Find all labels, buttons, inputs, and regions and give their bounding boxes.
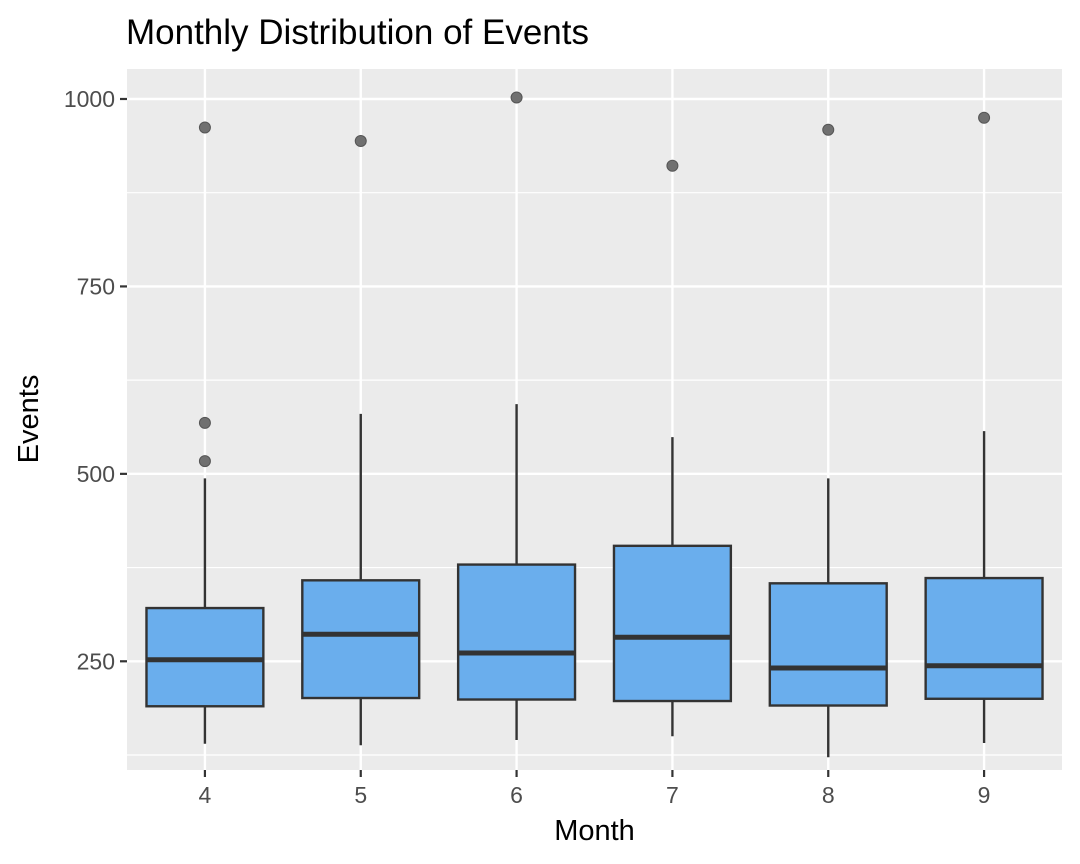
- box-month-4: [145, 121, 265, 744]
- outlier-point: [198, 121, 211, 134]
- x-tick-label: 5: [354, 782, 367, 808]
- box-iqr: [612, 544, 733, 703]
- x-axis-title: Month: [554, 815, 635, 847]
- box-iqr: [456, 563, 577, 701]
- chart-title: Monthly Distribution of Events: [126, 13, 589, 52]
- y-tick-label: 500: [77, 461, 115, 487]
- plot-panel: [127, 69, 1062, 770]
- box-month-6: [456, 91, 577, 741]
- box-month-5: [301, 134, 421, 746]
- y-axis-title: Events: [13, 375, 45, 464]
- boxes-layer: [145, 91, 1044, 758]
- box-month-7: [612, 159, 733, 737]
- y-axis: 250 500 750 1000: [64, 86, 127, 674]
- outlier-point: [198, 416, 211, 429]
- box-iqr: [924, 576, 1044, 700]
- box-month-9: [924, 111, 1044, 744]
- y-tick-label: 750: [77, 273, 115, 299]
- box-month-8: [768, 123, 888, 758]
- outlier-point: [198, 455, 211, 468]
- box-iqr: [145, 606, 265, 708]
- box-iqr: [301, 579, 421, 700]
- x-tick-label: 6: [510, 782, 523, 808]
- grid-minor: [127, 192, 1062, 756]
- x-tick-label: 8: [822, 782, 835, 808]
- outlier-point: [354, 134, 367, 147]
- x-tick-label: 7: [666, 782, 679, 808]
- outlier-point: [510, 91, 523, 104]
- x-tick-label: 9: [978, 782, 991, 808]
- outlier-point: [822, 123, 835, 136]
- y-tick-label: 250: [77, 648, 115, 674]
- x-tick-label: 4: [199, 782, 212, 808]
- box-iqr: [768, 582, 888, 707]
- outlier-point: [666, 159, 679, 172]
- outlier-point: [978, 111, 991, 124]
- y-tick-label: 1000: [64, 86, 115, 112]
- x-axis: 4 5 6 7 8 9: [199, 770, 991, 808]
